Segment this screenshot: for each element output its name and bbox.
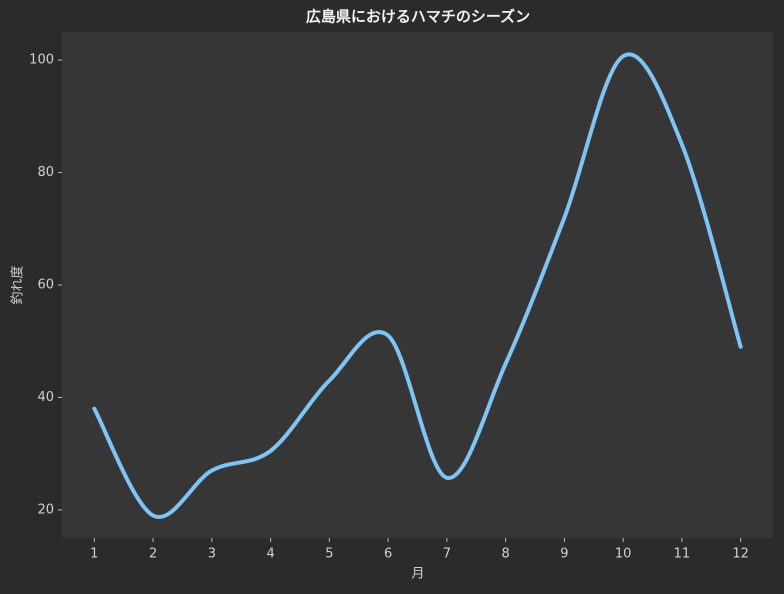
x-tick-label: 9	[560, 547, 568, 562]
y-tick-label: 20	[37, 502, 54, 517]
y-tick-label: 40	[37, 390, 54, 405]
x-tick-label: 12	[732, 547, 749, 562]
x-tick-label: 11	[674, 547, 691, 562]
x-tick-label: 7	[443, 547, 451, 562]
x-tick-label: 8	[501, 547, 509, 562]
y-tick-label: 100	[29, 53, 54, 68]
x-tick-label: 4	[266, 547, 274, 562]
y-tick-label: 80	[37, 165, 54, 180]
line	[92, 52, 743, 520]
y-axis-label: 釣れ度	[10, 265, 26, 304]
plot-area	[62, 32, 773, 538]
x-tick-label: 5	[325, 547, 333, 562]
x-tick-label: 10	[615, 547, 632, 562]
x-axis-label: 月	[411, 567, 424, 582]
y-tick-label: 60	[37, 278, 54, 293]
x-tick-label: 6	[384, 547, 392, 562]
chart-title: 広島県におけるハマチのシーズン	[306, 8, 530, 26]
x-tick-label: 3	[208, 547, 216, 562]
x-tick-label: 1	[90, 547, 98, 562]
x-tick-label: 2	[149, 547, 157, 562]
